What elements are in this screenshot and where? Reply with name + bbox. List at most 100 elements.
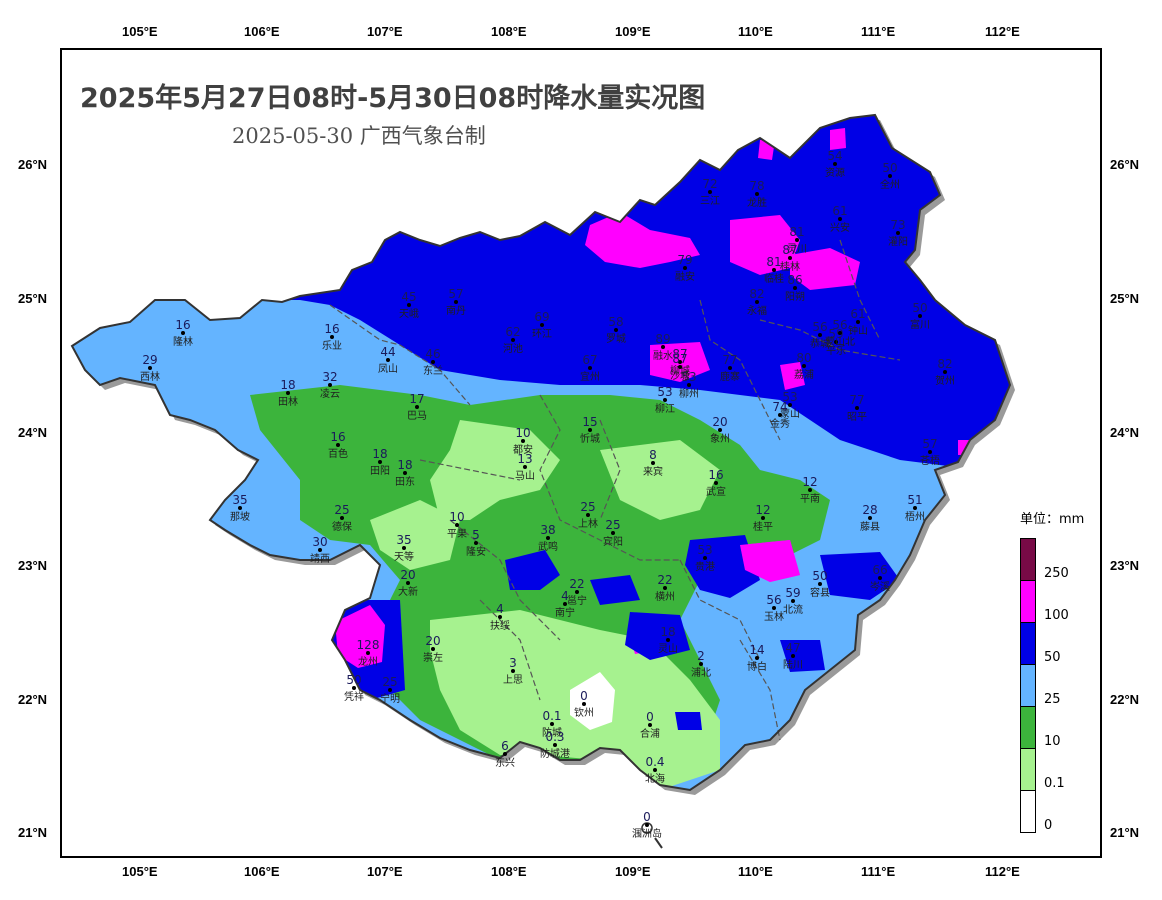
station-name: 南丹 bbox=[446, 304, 466, 317]
county-boundary bbox=[479, 599, 541, 701]
legend-swatch bbox=[1020, 790, 1036, 833]
station-dot bbox=[778, 413, 782, 417]
lon-label: 106°E bbox=[244, 864, 280, 879]
station-value: 30 bbox=[312, 535, 327, 549]
station-dot bbox=[582, 702, 586, 706]
legend-swatch bbox=[1020, 664, 1036, 707]
station-value: 50 bbox=[812, 569, 827, 583]
rain-band-100 bbox=[740, 540, 800, 582]
station-name: 陆川 bbox=[783, 658, 803, 671]
station-value: 77 bbox=[849, 393, 864, 407]
station-dot bbox=[795, 238, 799, 242]
county-boundary bbox=[449, 519, 561, 641]
station-name: 钦州 bbox=[574, 707, 594, 719]
station-name: 隆林 bbox=[173, 335, 193, 348]
station-name: 罗城 bbox=[606, 333, 626, 345]
station-name: 西林 bbox=[140, 370, 160, 383]
station-name: 柳城 bbox=[670, 364, 690, 377]
lon-label: 111°E bbox=[861, 24, 896, 39]
station-value: 80 bbox=[796, 351, 811, 365]
station-value: 38 bbox=[540, 523, 555, 537]
lat-label: 26°N bbox=[1110, 157, 1140, 172]
station-dot bbox=[336, 443, 340, 447]
station-value: 58 bbox=[608, 315, 623, 329]
legend-label: 25 bbox=[1044, 692, 1061, 707]
station-name: 合浦 bbox=[640, 727, 660, 740]
station-dot bbox=[611, 531, 615, 535]
station-dot bbox=[683, 266, 687, 270]
station-value: 28 bbox=[862, 503, 877, 517]
station-value: 18 bbox=[397, 458, 412, 472]
station-name: 全州 bbox=[880, 178, 900, 191]
station-dot bbox=[708, 190, 712, 194]
legend-swatch bbox=[1020, 706, 1036, 749]
lon-label: 108°E bbox=[491, 864, 527, 879]
station-value: 46 bbox=[425, 347, 440, 361]
rain-band-0 bbox=[570, 672, 615, 730]
station-dot bbox=[238, 506, 242, 510]
station-value: 0.4 bbox=[645, 755, 664, 769]
station-name: 凌云 bbox=[320, 387, 340, 400]
lat-label: 24°N bbox=[1110, 425, 1140, 440]
station-name: 涠洲岛 bbox=[632, 827, 662, 840]
station-name: 忻城 bbox=[580, 432, 600, 445]
station-name: 百色 bbox=[328, 447, 348, 460]
station-dot bbox=[663, 398, 667, 402]
lat-label: 22°N bbox=[18, 692, 48, 707]
station-value: 4 bbox=[561, 589, 569, 603]
station-value: 81 bbox=[789, 225, 804, 239]
map-subtitle: 2025-05-30 广西气象台制 bbox=[232, 124, 486, 148]
station-name: 凭祥 bbox=[344, 690, 364, 703]
station-dot bbox=[386, 358, 390, 362]
lon-label: 111°E bbox=[861, 864, 896, 879]
station-name: 平果 bbox=[447, 528, 467, 540]
island-islet bbox=[654, 837, 663, 849]
station-name: 崇左 bbox=[423, 651, 443, 664]
station-value: 45 bbox=[401, 290, 416, 304]
station-name: 融水 bbox=[653, 350, 673, 362]
station-dot bbox=[838, 331, 842, 335]
station-dot bbox=[928, 450, 932, 454]
station-dot bbox=[913, 506, 917, 510]
station-dot bbox=[403, 471, 407, 475]
station-name: 桂林 bbox=[780, 260, 800, 273]
station-value: 25 bbox=[382, 675, 397, 689]
legend-label: 10 bbox=[1044, 734, 1061, 749]
station-name: 龙胜 bbox=[747, 196, 767, 209]
lat-label: 23°N bbox=[18, 558, 48, 573]
station-name: 资源 bbox=[825, 166, 845, 179]
county-boundary bbox=[539, 394, 680, 561]
station-value: 22 bbox=[569, 577, 584, 591]
station-name: 环江 bbox=[532, 328, 552, 340]
station-value: 50 bbox=[882, 161, 897, 175]
station-value: 74 bbox=[772, 400, 787, 414]
station-dot bbox=[878, 576, 882, 580]
station-value: 14 bbox=[749, 643, 764, 657]
county-boundary bbox=[759, 319, 901, 361]
station-value: 44 bbox=[380, 345, 395, 359]
station-value: 57 bbox=[922, 437, 937, 451]
station-value: 3 bbox=[509, 656, 517, 670]
station-value: 4 bbox=[496, 602, 504, 616]
legend-title: 单位：mm bbox=[1020, 512, 1085, 527]
station-dot bbox=[699, 662, 703, 666]
station-dot bbox=[407, 303, 411, 307]
station-dot bbox=[728, 366, 732, 370]
station-dot bbox=[148, 366, 152, 370]
rain-band-50-patch bbox=[820, 552, 900, 600]
station-value: 17 bbox=[409, 392, 424, 406]
station-value: 53 bbox=[681, 370, 696, 384]
rain-band-100 bbox=[585, 212, 700, 268]
region-outline bbox=[70, 113, 1012, 792]
rain-band-01-b bbox=[600, 440, 720, 520]
map-frame bbox=[60, 48, 1102, 858]
station-value: 12 bbox=[802, 475, 817, 489]
station-value: 15 bbox=[582, 415, 597, 429]
station-value: 29 bbox=[142, 353, 157, 367]
station-dot bbox=[511, 338, 515, 342]
station-dot bbox=[511, 669, 515, 673]
lat-label: 21°N bbox=[1110, 825, 1140, 840]
station-value: 20 bbox=[425, 634, 440, 648]
lat-label: 24°N bbox=[18, 425, 48, 440]
station-value: 72 bbox=[702, 177, 717, 191]
